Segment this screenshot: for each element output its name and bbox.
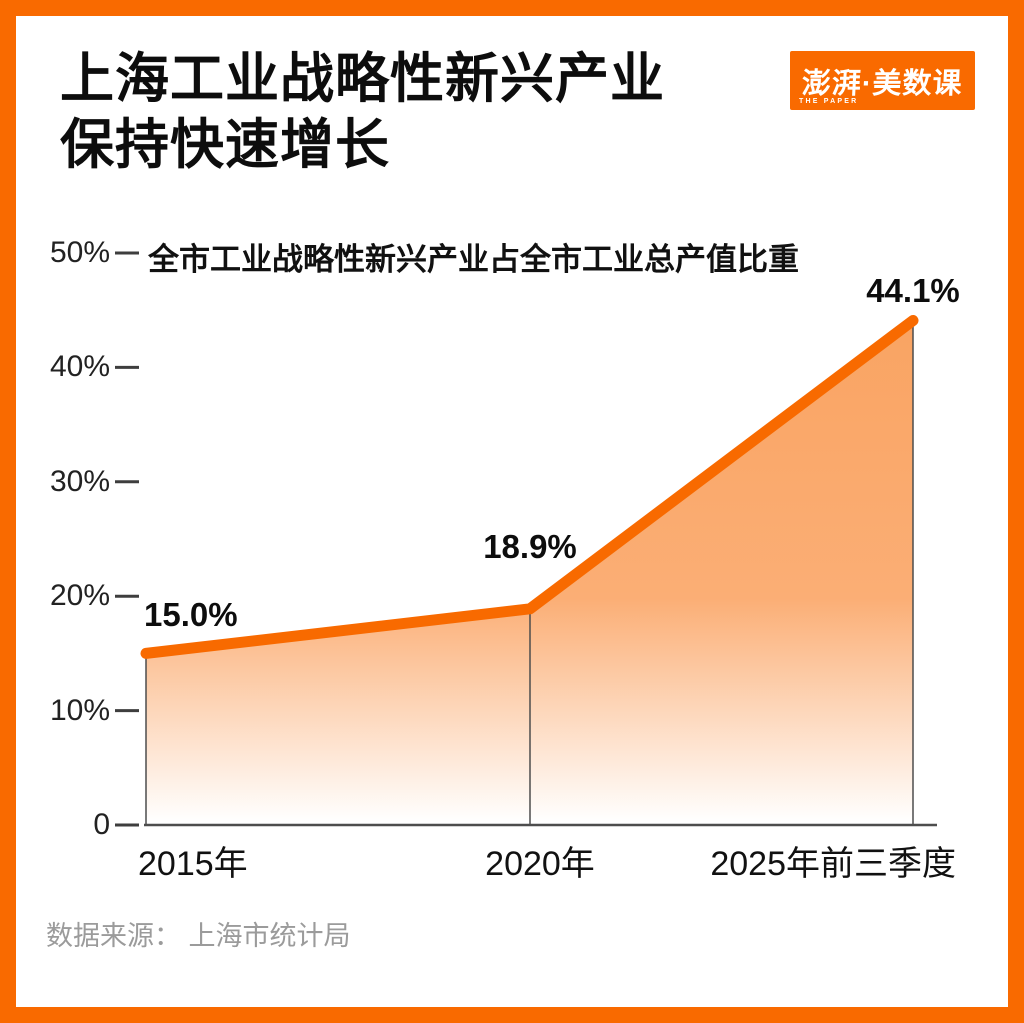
area-fill [146,320,913,825]
x-label-2020: 2020年 [485,845,595,883]
page-title-line1: 上海工业战略性新兴产业 [60,49,665,109]
y-tick-label-40: 40% [49,350,110,383]
page-title: 上海工业战略性新兴产业 保持快速增长 [60,46,665,178]
chart-title: 全市工业战略性新兴产业占全市工业总产值比重 [148,242,799,277]
brand-logo-text: 澎湃·美数课 [801,67,964,100]
value-label-2025: 44.1% [866,272,960,309]
area-chart [115,251,937,827]
y-tick-label-20: 20% [49,579,110,612]
data-source-note: 数据来源： 上海市统计局 [46,921,351,951]
y-tick-label-50: 50% [49,236,110,269]
poster-canvas: 上海工业战略性新兴产业 保持快速增长 澎湃·美数课 THE PAPER 全市工业… [16,16,1008,1007]
y-tick-label-10: 10% [49,694,110,727]
page-title-line2: 保持快速增长 [60,115,390,175]
x-label-2025: 2025年前三季度 [710,845,956,883]
point-drop-lines [145,320,914,825]
y-axis-tick-marks [115,251,139,827]
y-tick-label-0: 0 [93,808,110,841]
x-label-2015: 2015年 [138,845,248,883]
y-tick-label-30: 30% [49,465,110,498]
value-label-2020: 18.9% [483,528,577,565]
value-label-2015: 15.0% [144,596,238,633]
trend-line [140,315,919,659]
brand-logo-subtext: THE PAPER [799,98,859,105]
brand-logo: 澎湃·美数课 THE PAPER [790,51,975,110]
